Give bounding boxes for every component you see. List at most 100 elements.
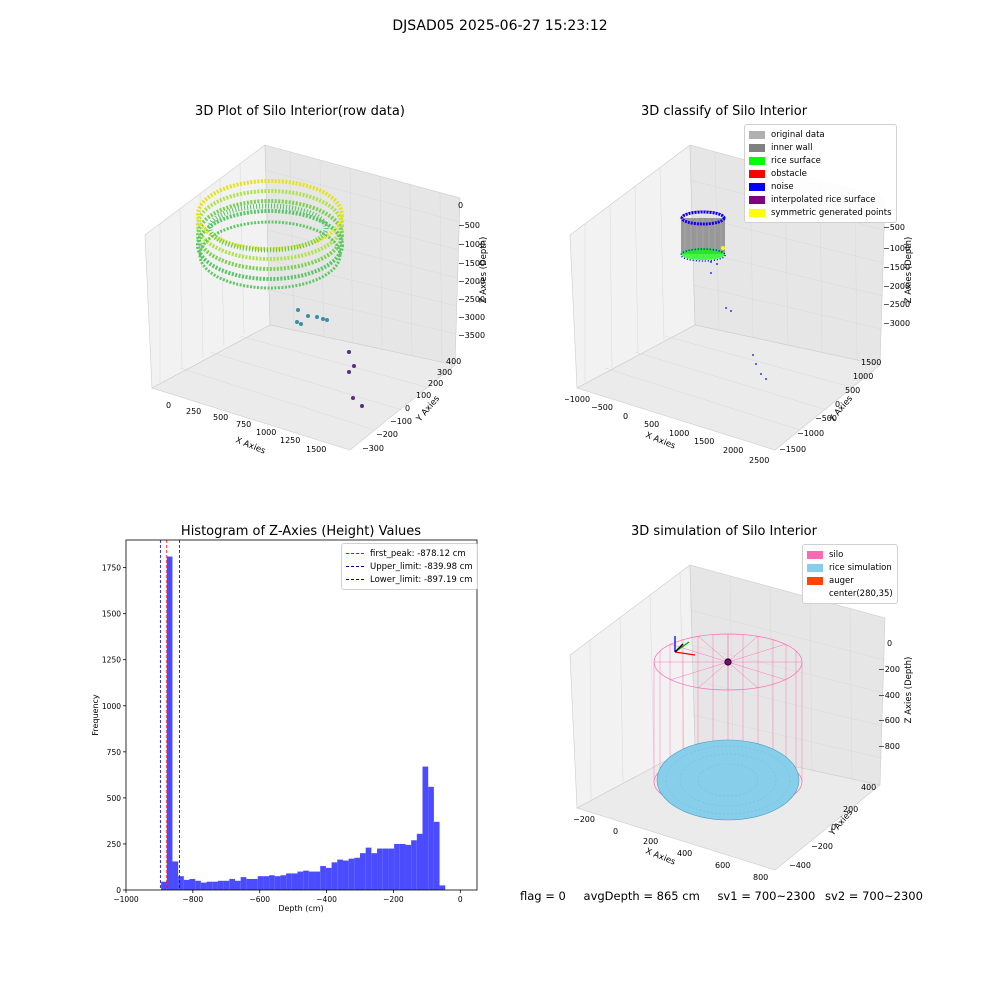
panel2-y-tick: −1500 (779, 445, 806, 454)
histogram-bar (280, 875, 287, 890)
histogram-bar (291, 873, 298, 890)
histogram-chart: −1000 −800 −600 −400 −200 0 0 250 500 750 1000 125… (91, 539, 478, 913)
auger-center-marker (724, 658, 732, 666)
histogram-bar (371, 853, 378, 890)
legend-item: rice surface (749, 154, 892, 167)
panel2-x-tick: 1000 (669, 429, 689, 438)
panel1-x-label: X Axies (234, 436, 267, 457)
panel1-y-tick: 400 (446, 357, 461, 366)
panel4-x-tick: −200 (573, 815, 595, 824)
panel1-y-tick: 0 (405, 404, 410, 413)
histogram-x-label: Depth (cm) (278, 904, 323, 913)
panel1-x-ticks: 0 250 500 750 1000 1250 1500 (166, 401, 326, 454)
histogram-bar (411, 840, 417, 890)
histogram-bar (166, 556, 173, 890)
panel1-x-tick: 1000 (256, 428, 276, 437)
histogram-bar (252, 878, 258, 890)
histogram-frame (125, 539, 478, 891)
panel1-x-tick: 0 (166, 401, 171, 410)
panel1-z-tick: −500 (458, 221, 480, 230)
histogram-bar (161, 881, 167, 890)
histogram-bar (195, 880, 201, 890)
panel4-3d-plot: 0 −200 −400 −600 −800 Z Axies (Depth) −2… (569, 564, 914, 880)
panel2-title: 3D classify of Silo Interior (640, 104, 808, 119)
panel1-3d-plot: 0 −500 −1000 −1500 −2000 −2500 −3000 −35… (144, 144, 489, 457)
y-tick-label: 500 (107, 794, 122, 803)
panel4-x-tick: 600 (715, 861, 730, 870)
histogram-y-label: Frequency (91, 694, 100, 736)
panel2-z-tick: −3000 (883, 319, 910, 328)
y-tick-label: 750 (107, 748, 122, 757)
panel1-z-ticks: 0 −500 −1000 −1500 −2000 −2500 −3000 −35… (458, 201, 485, 340)
legend-item: silo (807, 548, 893, 561)
histogram-bar (320, 866, 326, 890)
panel1-z-tick: −3000 (458, 313, 485, 322)
histogram-bar (388, 848, 395, 890)
panel1-y-tick: 300 (437, 368, 452, 377)
legend-swatch (807, 550, 823, 559)
histogram-bar (382, 848, 389, 890)
histogram-bar (257, 876, 264, 890)
panel4-legend: silo rice simulation auger center(280,35… (802, 544, 898, 604)
histogram-bar (416, 833, 423, 890)
histogram-bar (263, 876, 270, 890)
histogram-bar (240, 877, 247, 890)
panel1-y-tick: 200 (428, 379, 443, 388)
panel4-z-ticks: 0 −200 −400 −600 −800 (878, 639, 900, 751)
y-tick-label: 1000 (102, 702, 121, 711)
panel2-3d-plot: −500 −1000 −1500 −2000 −2500 −3000 Z Axi… (565, 144, 914, 465)
histogram-bar (234, 880, 241, 890)
legend-item: first_peak: -878.12 cm (346, 547, 473, 560)
panel2-x-tick: 1500 (694, 437, 714, 446)
panel2-z-tick: −1500 (883, 263, 910, 272)
histogram-bar (365, 847, 372, 890)
panel1-y-tick: −200 (376, 430, 398, 439)
panel2-silo-points (680, 210, 767, 380)
histogram-bar (399, 843, 406, 890)
x-tick-label: 0 (458, 895, 463, 904)
panel1-x-tick: 1500 (306, 445, 326, 454)
legend-swatch (749, 169, 765, 178)
legend-swatch (749, 195, 765, 204)
legend-item: rice simulation (807, 561, 893, 574)
histogram-bars (161, 556, 446, 890)
panel2-z-label: Z Axies (Depth) (904, 237, 914, 304)
histogram-bar (325, 867, 332, 890)
panel2-y-tick: −500 (815, 414, 837, 423)
panel1-y-tick: 100 (416, 391, 431, 400)
histogram-bar (331, 862, 338, 890)
histogram-bar (428, 786, 434, 890)
panel1-y-ticks: −300 −200 −100 0 100 200 300 400 (362, 357, 461, 453)
histogram-bar (360, 853, 366, 890)
panel4-x-ticks: −200 0 200 400 600 800 (573, 815, 768, 880)
legend-item: inner wall (749, 141, 892, 154)
legend-item: auger (807, 574, 893, 587)
x-tick-label: −1000 (113, 895, 139, 904)
panel2-z-tick: −1000 (883, 244, 910, 253)
legend-swatch (807, 590, 823, 598)
panel1-z-tick: −3500 (458, 331, 485, 340)
histogram-bar (246, 878, 253, 890)
histogram-bar (354, 857, 360, 890)
panel2-x-tick: 2000 (723, 446, 743, 455)
legend-swatch (749, 182, 765, 191)
legend-item: obstacle (749, 167, 892, 180)
legend-swatch (749, 156, 765, 165)
legend-swatch (749, 208, 765, 217)
axis-arrows (674, 636, 696, 656)
histogram-bar (439, 885, 446, 890)
panel2-x-tick: −1000 (565, 395, 590, 404)
histogram-bar (405, 844, 412, 890)
panel1-z-tick: −1000 (458, 240, 485, 249)
histogram-bar (229, 878, 235, 890)
histogram-bar (212, 881, 218, 890)
legend-line (346, 553, 364, 554)
histogram-bar (286, 873, 292, 890)
histogram-bar (314, 871, 321, 890)
panel4-grid (589, 571, 886, 801)
legend-line (346, 579, 364, 580)
y-tick-label: 1750 (102, 564, 121, 573)
panel2-x-ticks: −1000 −500 0 500 1000 1500 2000 2500 (565, 395, 769, 465)
histogram-bar (200, 882, 207, 890)
panel1-title: 3D Plot of Silo Interior(row data) (195, 104, 405, 119)
